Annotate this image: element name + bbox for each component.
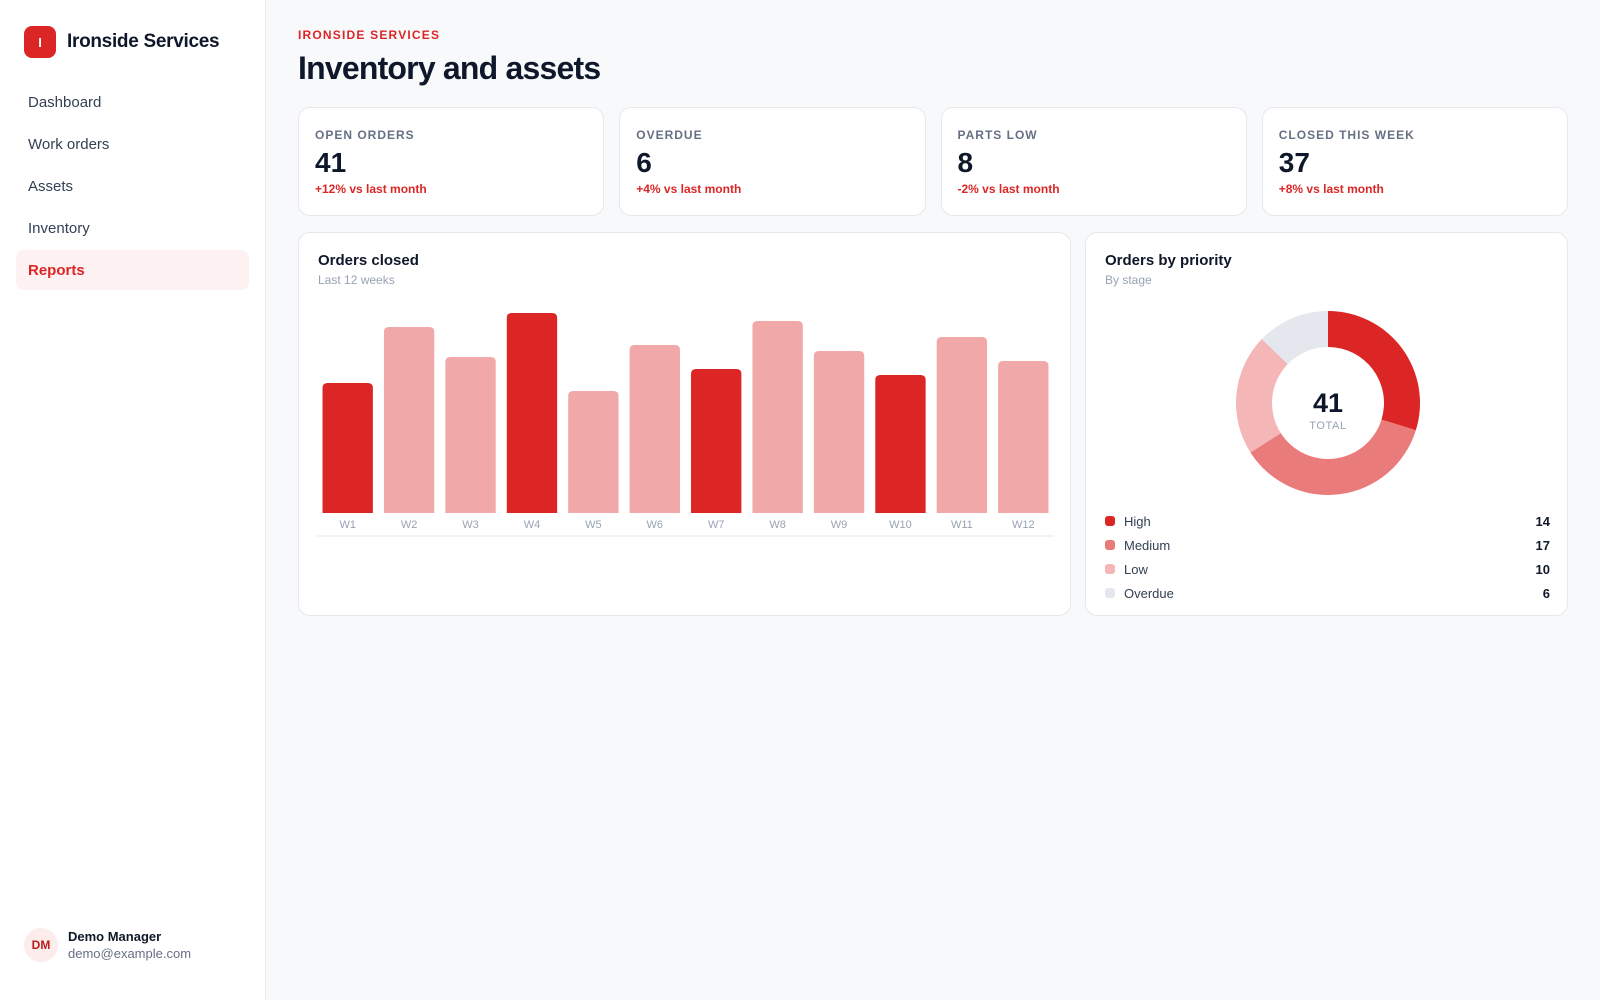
legend-item-overdue[interactable]: Overdue 6 (1105, 581, 1550, 605)
brand-logo: I (24, 26, 56, 58)
stat-card-parts-low: PARTS LOW 8 -2% vs last month (940, 107, 1247, 216)
legend-item-high[interactable]: High 14 (1105, 509, 1550, 533)
sidebar-item-inventory[interactable]: Inventory (28, 219, 90, 237)
x-tick-label: W1 (339, 519, 356, 531)
bar-w5[interactable] (568, 391, 619, 513)
bar-w11[interactable] (936, 337, 988, 513)
user-email: demo@example.com (68, 946, 192, 961)
orders-by-priority-title: Orders by priority (1105, 252, 1232, 269)
bar-w9[interactable] (813, 351, 865, 513)
orders-by-priority-subtitle: By stage (1105, 273, 1152, 287)
orders-closed-title: Orders closed (318, 252, 419, 269)
orders-by-priority-card: Orders by priority By stage 41 TOTAL Hig… (1085, 232, 1568, 616)
stat-delta: +4% vs last month (636, 182, 742, 196)
priority-legend: High 14 Medium 17 Low 10 Overdue 6 (1105, 509, 1550, 605)
x-tick-label: W11 (951, 519, 973, 531)
page-title: Inventory and assets (298, 50, 601, 86)
stat-label: OVERDUE (636, 128, 703, 142)
brand-name: Ironside Services (67, 31, 220, 52)
x-tick-label: W12 (1012, 519, 1035, 531)
sidebar-item-work-orders[interactable]: Work orders (28, 135, 110, 153)
x-tick-label: W8 (769, 519, 786, 531)
stat-value: 37 (1278, 147, 1310, 178)
bar-w7[interactable] (691, 369, 742, 513)
stat-value: 8 (957, 147, 974, 178)
stat-card-open-orders: OPEN ORDERS 41 +12% vs last month (298, 107, 605, 216)
stat-card-closed-this-week: CLOSED THIS WEEK 37 +8% vs last month (1261, 107, 1568, 216)
legend-label: Overdue (1124, 585, 1174, 601)
x-tick-label: W10 (889, 519, 912, 531)
legend-swatch (1105, 516, 1115, 526)
user-info: Demo Manager demo@example.com (68, 929, 191, 961)
bar-w6[interactable] (629, 345, 680, 513)
stat-label: CLOSED THIS WEEK (1278, 128, 1415, 142)
slice-medium[interactable] (1250, 419, 1416, 495)
sidebar-item-dashboard[interactable]: Dashboard (28, 93, 102, 111)
x-tick-label: W6 (647, 519, 664, 531)
stat-delta: +12% vs last month (315, 182, 427, 196)
bar-w12[interactable] (998, 361, 1049, 513)
bar-w2[interactable] (383, 327, 435, 513)
donut-total-value: 41 (1313, 388, 1343, 418)
legend-value: 17 (1535, 537, 1550, 553)
slice-overdue[interactable] (1261, 311, 1328, 365)
x-tick-label: W4 (524, 519, 541, 531)
stat-label: OPEN ORDERS (315, 128, 415, 142)
legend-label: Medium (1124, 537, 1171, 553)
stat-cards: OPEN ORDERS 41 +12% vs last month OVERDU… (298, 107, 1568, 216)
bar-w10[interactable] (875, 375, 926, 513)
x-tick-label: W2 (401, 519, 418, 531)
donut-total-label: TOTAL (1309, 420, 1346, 432)
sidebar: I Ironside Services Dashboard Work order… (0, 0, 266, 1000)
stat-value: 6 (636, 147, 652, 178)
stat-delta: -2% vs last month (957, 182, 1060, 196)
orders-closed-card: Orders closed Last 12 weeks W1 W2 W3 W4 W5 W6… (298, 232, 1071, 616)
bar-w8[interactable] (752, 321, 803, 513)
bar-w4[interactable] (506, 313, 558, 513)
sidebar-nav: Dashboard Work orders Assets Inventory R… (16, 82, 249, 292)
bar-w3[interactable] (445, 357, 496, 513)
page-eyebrow: IRONSIDE SERVICES (298, 28, 441, 42)
brand[interactable]: I Ironside Services (24, 26, 220, 58)
avatar: DM (24, 928, 58, 962)
legend-item-low[interactable]: Low 10 (1105, 557, 1550, 581)
bar-w1[interactable] (322, 383, 373, 513)
legend-value: 14 (1535, 513, 1550, 529)
legend-swatch (1105, 564, 1115, 574)
x-tick-label: W3 (462, 519, 479, 531)
orders-by-priority-donut: 41 TOTAL (1236, 311, 1420, 495)
legend-swatch (1105, 588, 1115, 598)
legend-value: 10 (1535, 561, 1550, 577)
legend-label: High (1124, 513, 1151, 529)
legend-item-medium[interactable]: Medium 17 (1105, 533, 1550, 557)
x-tick-label: W9 (831, 519, 848, 531)
sidebar-item-assets[interactable]: Assets (28, 177, 74, 195)
orders-closed-bar-chart: W1 W2 W3 W4 W5 W6 W7 W8 W9 W10 W11 W12 (317, 313, 1054, 537)
stat-value: 41 (315, 147, 347, 178)
user-name: Demo Manager (68, 929, 162, 944)
orders-closed-subtitle: Last 12 weeks (318, 273, 395, 287)
slice-high[interactable] (1328, 311, 1420, 431)
user-profile[interactable]: DM Demo Manager demo@example.com (24, 928, 191, 962)
stat-label: PARTS LOW (957, 128, 1038, 142)
stat-card-overdue: OVERDUE 6 +4% vs last month (619, 107, 926, 216)
stat-delta: +8% vs last month (1278, 182, 1384, 196)
sidebar-item-reports[interactable]: Reports (16, 250, 249, 290)
x-tick-label: W7 (708, 519, 725, 531)
x-tick-label: W5 (585, 519, 602, 531)
legend-label: Low (1124, 561, 1148, 577)
legend-value: 6 (1542, 585, 1550, 601)
slice-low[interactable] (1236, 339, 1288, 453)
legend-swatch (1105, 540, 1115, 550)
